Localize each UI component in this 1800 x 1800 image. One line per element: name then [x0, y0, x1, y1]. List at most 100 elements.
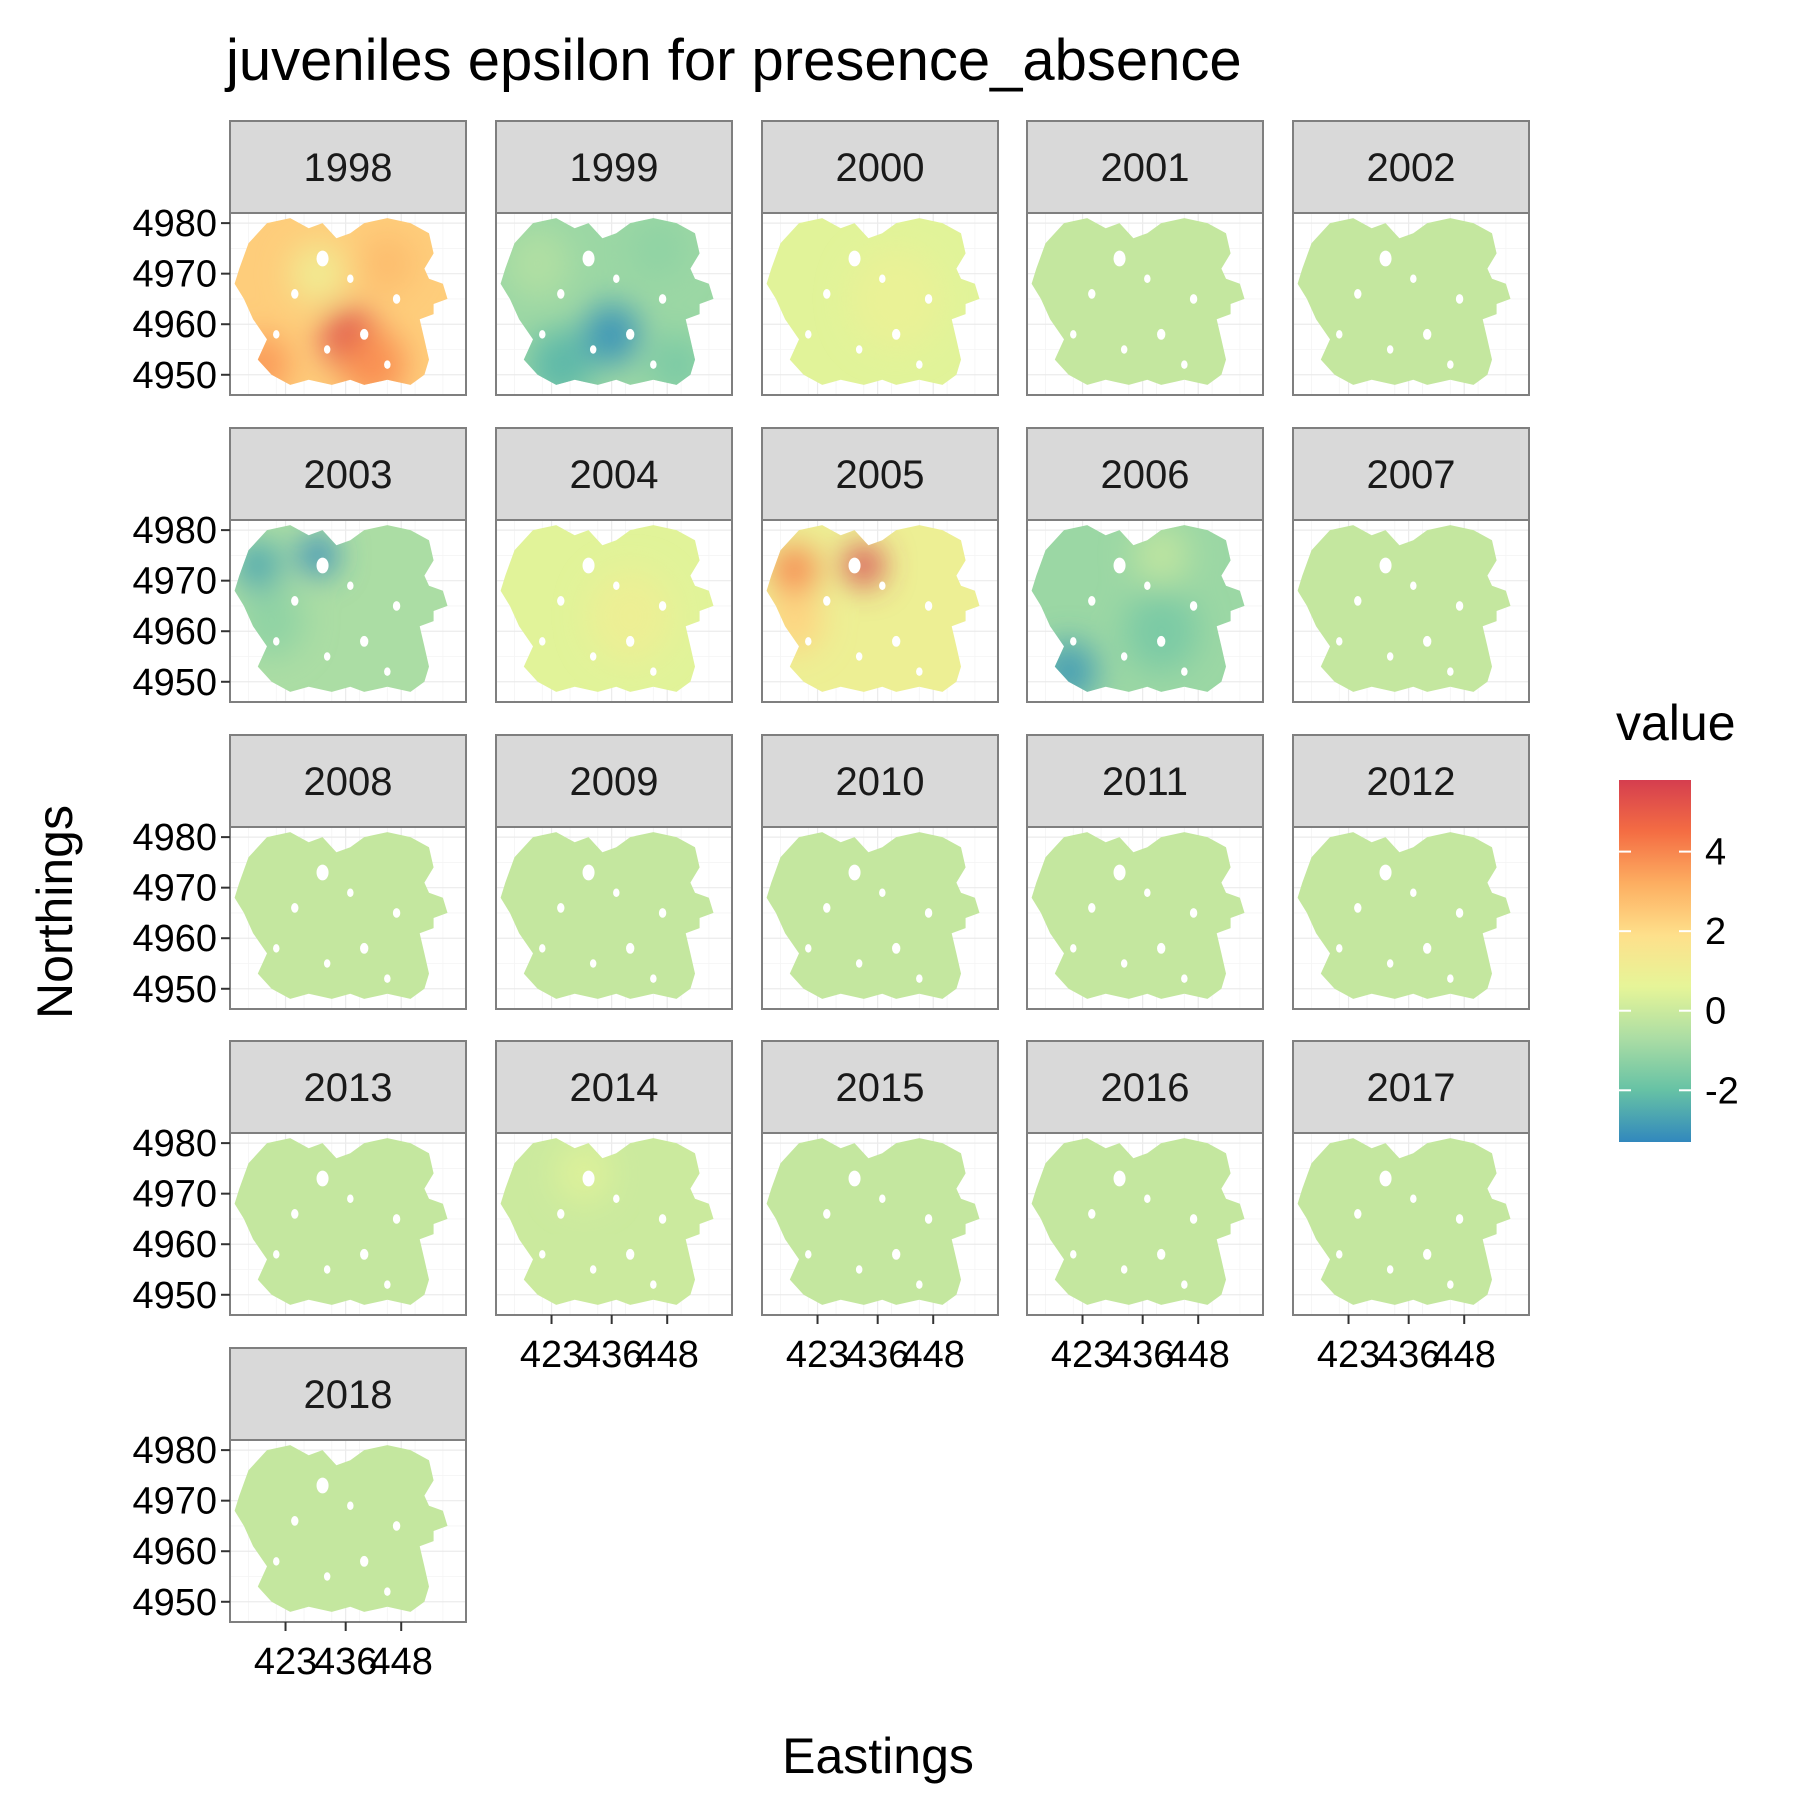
area-gap: [1455, 601, 1464, 611]
panel-border: [761, 519, 999, 703]
area-gap: [626, 635, 635, 647]
facet-panel-2010: 2010: [761, 734, 999, 1010]
field-blob: [771, 545, 818, 596]
facet-strip: [1026, 427, 1264, 521]
panel-border: [229, 212, 467, 396]
study-area: [1031, 525, 1245, 692]
area-gap: [557, 596, 565, 606]
area-gap: [273, 1250, 280, 1259]
y-tick-label: 4960: [132, 304, 217, 346]
field-base: [766, 832, 980, 999]
y-tick-label: 4960: [132, 611, 217, 653]
field-blob: [1133, 525, 1189, 586]
area-gap: [1410, 888, 1417, 897]
area-gap: [626, 1248, 635, 1260]
area-gap: [1447, 360, 1454, 369]
field-blob: [588, 570, 672, 662]
study-area: [1297, 832, 1511, 999]
area-gap: [855, 345, 863, 354]
area-gap: [1157, 635, 1166, 647]
panel-border: [229, 1439, 467, 1623]
area-gap: [650, 667, 657, 676]
field-blob: [630, 218, 686, 279]
facet-strip: [761, 1040, 999, 1134]
study-area: [500, 1138, 714, 1305]
facet-strip: [1292, 734, 1530, 828]
legend-label: 4: [1705, 832, 1726, 874]
area-gap: [916, 667, 923, 676]
area-gap: [892, 328, 901, 340]
legend-label: 0: [1705, 991, 1726, 1033]
area-gap: [392, 1521, 401, 1531]
field-blob: [849, 248, 943, 350]
area-gap: [1189, 601, 1198, 611]
facet-panel-2005: 2005: [761, 427, 999, 703]
area-gap: [1181, 667, 1188, 676]
x-tick-label: 436: [1377, 1334, 1440, 1376]
area-gap: [1354, 596, 1362, 606]
area-gap: [1120, 652, 1128, 661]
legend-title: value: [1616, 695, 1736, 751]
facet-strip-label: 2012: [1367, 760, 1456, 804]
area-gap: [879, 581, 886, 590]
facet-strip: [1026, 734, 1264, 828]
area-gap: [1410, 274, 1417, 283]
area-gap: [273, 330, 280, 339]
field-base: [1297, 832, 1511, 999]
facet-strip: [229, 120, 467, 214]
area-gap: [1423, 1248, 1432, 1260]
facet-strip-label: 2003: [304, 453, 393, 497]
area-gap: [1070, 1250, 1077, 1259]
x-tick-label: 436: [1111, 1334, 1174, 1376]
area-gap: [323, 652, 331, 661]
area-gap: [384, 667, 391, 676]
x-tick-label: 448: [1433, 1334, 1496, 1376]
x-tick-label: 448: [902, 1334, 965, 1376]
area-gap: [805, 944, 812, 953]
area-gap: [360, 328, 369, 340]
facet-panel-2008: 2008 4950 4960 4970 4980: [132, 734, 467, 1011]
study-area: [500, 832, 714, 999]
facet-strip-label: 2001: [1101, 146, 1190, 190]
x-tick-label: 448: [636, 1334, 699, 1376]
panel-border: [229, 1132, 467, 1316]
x-tick-label: 448: [1167, 1334, 1230, 1376]
facet-panel-2013: 2013 4950 4960 4970 4980: [132, 1040, 467, 1317]
facet-strip-label: 2002: [1367, 146, 1456, 190]
x-tick-label: 423: [786, 1334, 849, 1376]
area-gap: [1336, 944, 1343, 953]
panel-border: [1026, 519, 1264, 703]
panel-border: [1292, 1132, 1530, 1316]
field-blob: [583, 304, 640, 365]
facet-strip: [229, 734, 467, 828]
facet-strip: [1026, 1040, 1264, 1134]
area-gap: [1088, 289, 1096, 299]
facet-strip: [495, 120, 733, 214]
area-gap: [613, 888, 620, 897]
field-base: [1297, 218, 1511, 385]
y-tick-label: 4970: [132, 561, 217, 603]
study-area: [500, 218, 714, 385]
facet-strip-label: 2017: [1367, 1066, 1456, 1110]
field-blob: [505, 228, 571, 299]
x-tick-label: 436: [846, 1334, 909, 1376]
area-gap: [1113, 557, 1126, 574]
facet-strip-label: 2016: [1101, 1066, 1190, 1110]
area-gap: [582, 250, 595, 267]
area-gap: [650, 360, 657, 369]
area-gap: [892, 635, 901, 647]
area-gap: [1144, 581, 1151, 590]
area-gap: [392, 601, 401, 611]
area-gap: [1354, 1209, 1362, 1219]
study-area: [234, 1445, 448, 1612]
field-blob: [1124, 590, 1199, 672]
area-gap: [658, 294, 667, 304]
facet-panel-2011: 2011: [1026, 734, 1264, 1010]
area-gap: [1157, 1248, 1166, 1260]
area-gap: [879, 888, 886, 897]
facet-strip-label: 1998: [304, 146, 393, 190]
chart-title: juveniles epsilon for presence_absence: [224, 28, 1242, 93]
area-gap: [658, 601, 667, 611]
field-base: [234, 832, 448, 999]
